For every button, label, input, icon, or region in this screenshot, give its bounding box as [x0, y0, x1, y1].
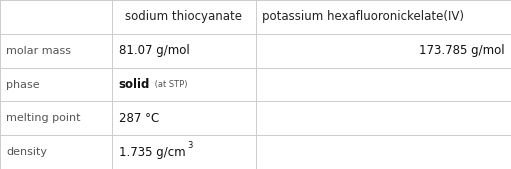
Text: potassium hexafluoronickelate(IV): potassium hexafluoronickelate(IV) [262, 10, 463, 23]
Text: 81.07 g/mol: 81.07 g/mol [119, 44, 189, 57]
Text: 287 °C: 287 °C [119, 112, 159, 125]
Text: 173.785 g/mol: 173.785 g/mol [419, 44, 505, 57]
Text: solid: solid [119, 78, 150, 91]
Text: molar mass: molar mass [6, 46, 71, 56]
Text: (at STP): (at STP) [152, 80, 187, 89]
Text: melting point: melting point [6, 113, 81, 123]
Text: 3: 3 [188, 141, 193, 150]
Text: 1.735 g/cm: 1.735 g/cm [119, 146, 185, 159]
Text: phase: phase [6, 79, 40, 90]
Text: density: density [6, 147, 47, 157]
Text: sodium thiocyanate: sodium thiocyanate [126, 10, 242, 23]
